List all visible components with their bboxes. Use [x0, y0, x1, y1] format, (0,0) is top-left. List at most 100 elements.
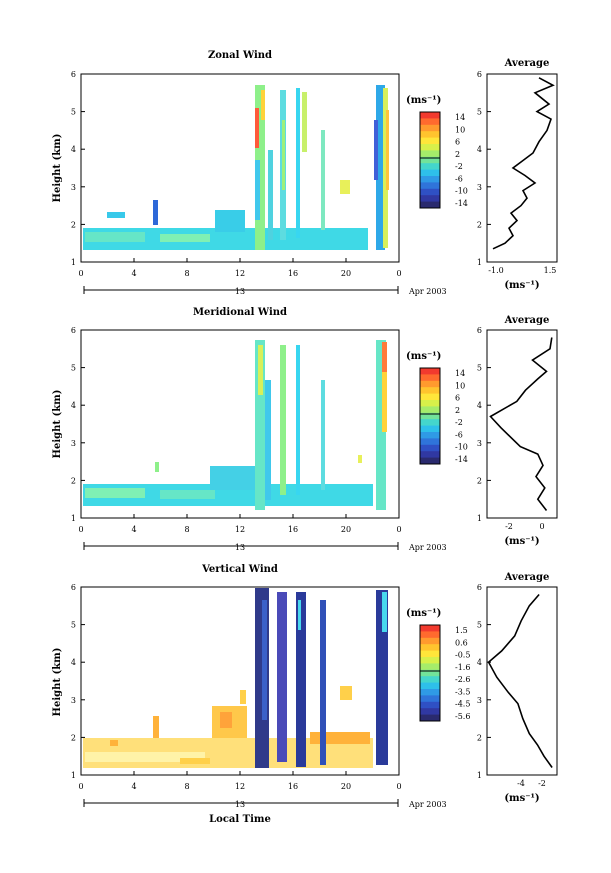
meridional-ylabel: Height (km) [52, 390, 63, 459]
zonal-cbar-swatch [420, 182, 440, 190]
meridional-colorbar: 14 10 6 2 -2 -6 -10 -14 [419, 367, 468, 465]
vertical-average-ytick-label: 2 [477, 733, 482, 742]
vertical-average-ytick-label: 5 [477, 621, 482, 630]
zonal-average-xtick-2: 1.5 [544, 266, 557, 275]
vertical-xlabel: Local Time [209, 814, 271, 825]
vertical-cbar-swatch [420, 644, 440, 652]
vertical-cbar-swatch [420, 663, 440, 671]
meridional-cbar-swatch [420, 368, 440, 375]
vertical-cbar-tick: -2.6 [455, 675, 470, 684]
zonal-xtick-label: 8 [184, 269, 189, 278]
meridional-y-axis: 1 2 3 4 5 6 [71, 326, 85, 523]
meridional-cbar-swatch [420, 438, 440, 446]
zonal-ytick-label: 2 [71, 220, 76, 229]
zonal-xtick-label: 20 [341, 269, 351, 278]
vertical-date-right: Apr 2003 [408, 800, 447, 809]
meridional-ytick-label: 2 [71, 476, 76, 485]
vertical-average-profile: 1 2 3 4 5 6 [477, 583, 553, 780]
vertical-average-ytick-label: 6 [477, 583, 482, 592]
meridional-ytick-label: 5 [71, 364, 76, 373]
vertical-cbar-tick: -3.5 [455, 687, 470, 696]
vertical-average-ytick-label: 3 [477, 696, 482, 705]
meridional-cbar-swatch [420, 425, 440, 433]
meridional-cbar-tick: 14 [455, 369, 465, 378]
meridional-cbar-swatch [420, 400, 440, 407]
vertical-average-xtick-2: -2 [538, 779, 546, 788]
meridional-xtick-label: 4 [131, 525, 136, 534]
meridional-cbar-swatch [420, 412, 440, 420]
vertical-cbar-frame [419, 624, 441, 722]
vertical-cbar-swatch [420, 689, 440, 696]
vertical-x-axis: 0 4 8 12 16 20 0 [78, 771, 402, 791]
vertical-cbar-swatch [420, 682, 440, 690]
vertical-average-unit: (ms⁻¹) [504, 793, 539, 804]
meridional-average-xtick-1: -2 [505, 522, 513, 531]
zonal-ylabel: Height (km) [52, 134, 63, 203]
meridional-average-ytick-label: 1 [477, 514, 482, 523]
zonal-cbar-frame [419, 111, 441, 209]
meridional-average-xtick-2: 0 [539, 522, 544, 531]
meridional-cbar-unit: (ms⁻¹) [406, 351, 441, 362]
vertical-xtick-label: 20 [341, 782, 351, 791]
meridional-cbar-tick: -6 [455, 430, 463, 439]
meridional-cbar-swatch [420, 451, 440, 459]
meridional-cbar-frame [419, 367, 441, 465]
zonal-average-xtick-1: -1.0 [488, 266, 503, 275]
meridional-average-line [489, 337, 553, 511]
meridional-date-label: 13 [235, 543, 245, 552]
zonal-y-axis: 1 2 3 4 5 6 [71, 70, 85, 267]
vertical-ylabel: Height (km) [52, 648, 63, 717]
vertical-xtick-label: 4 [131, 782, 136, 791]
meridional-ytick-label: 4 [71, 401, 76, 410]
vertical-heatmap [83, 588, 388, 768]
zonal-average-unit: (ms⁻¹) [504, 280, 539, 291]
zonal-cbar-swatch [420, 150, 440, 158]
zonal-cbar-swatch [420, 144, 440, 151]
zonal-average-ytick-label: 6 [477, 70, 482, 79]
vertical-cbar-unit: (ms⁻¹) [406, 608, 441, 619]
zonal-cbar-tick: 14 [455, 113, 465, 122]
vertical-ytick-label: 6 [71, 583, 76, 592]
vertical-cbar-swatch [420, 657, 440, 664]
meridional-average-ytick-label: 6 [477, 326, 482, 335]
zonal-xtick-label: 12 [235, 269, 245, 278]
zonal-heatmap [83, 85, 389, 250]
meridional-cbar-tick: -2 [455, 418, 463, 427]
vertical-xtick-label: 0 [78, 782, 83, 791]
vertical-cbar-tick: 0.6 [455, 638, 468, 647]
vertical-cbar-swatch [420, 676, 440, 684]
zonal-ytick-label: 1 [71, 258, 76, 267]
meridional-ytick-label: 6 [71, 326, 76, 335]
vertical-cbar-swatch [420, 631, 440, 639]
zonal-xtick-label: 0 [78, 269, 83, 278]
zonal-cbar-swatch [420, 156, 440, 164]
meridional-cbar-swatch [420, 444, 440, 452]
vertical-cbar-swatch [420, 650, 440, 658]
meridional-average-unit: (ms⁻¹) [504, 536, 539, 547]
meridional-cbar-swatch [420, 406, 440, 414]
meridional-date-right: Apr 2003 [408, 543, 447, 552]
meridional-x-axis: 0 4 8 12 16 20 0 [78, 514, 402, 534]
vertical-colorbar: 1.5 0.6 -0.5 -1.6 -2.6 -3.5 -4.5 -5.6 [419, 624, 470, 722]
meridional-cbar-swatch [420, 374, 440, 382]
vertical-average-title: Average [504, 572, 550, 583]
meridional-xtick-label: 20 [341, 525, 351, 534]
zonal-cbar-swatch [420, 112, 440, 119]
zonal-ytick-label: 4 [71, 145, 76, 154]
meridional-xtick-label: 12 [235, 525, 245, 534]
meridional-heatmap [83, 340, 387, 510]
meridional-average-profile: 1 2 3 4 5 6 [477, 326, 553, 523]
vertical-average-xtick-1: -4 [517, 779, 525, 788]
zonal-cbar-tick: 10 [455, 125, 465, 134]
vertical-cbar-swatch [420, 625, 440, 632]
vertical-cbar-swatch [420, 695, 440, 703]
vertical-xtick-label: 0 [396, 782, 401, 791]
vertical-ytick-label: 3 [71, 696, 76, 705]
meridional-xtick-label: 8 [184, 525, 189, 534]
zonal-average-ytick-label: 4 [477, 145, 482, 154]
meridional-xtick-label: 0 [78, 525, 83, 534]
vertical-average-ytick-label: 1 [477, 771, 482, 780]
meridional-average-ytick-label: 4 [477, 401, 482, 410]
vertical-title: Vertical Wind [201, 564, 278, 575]
